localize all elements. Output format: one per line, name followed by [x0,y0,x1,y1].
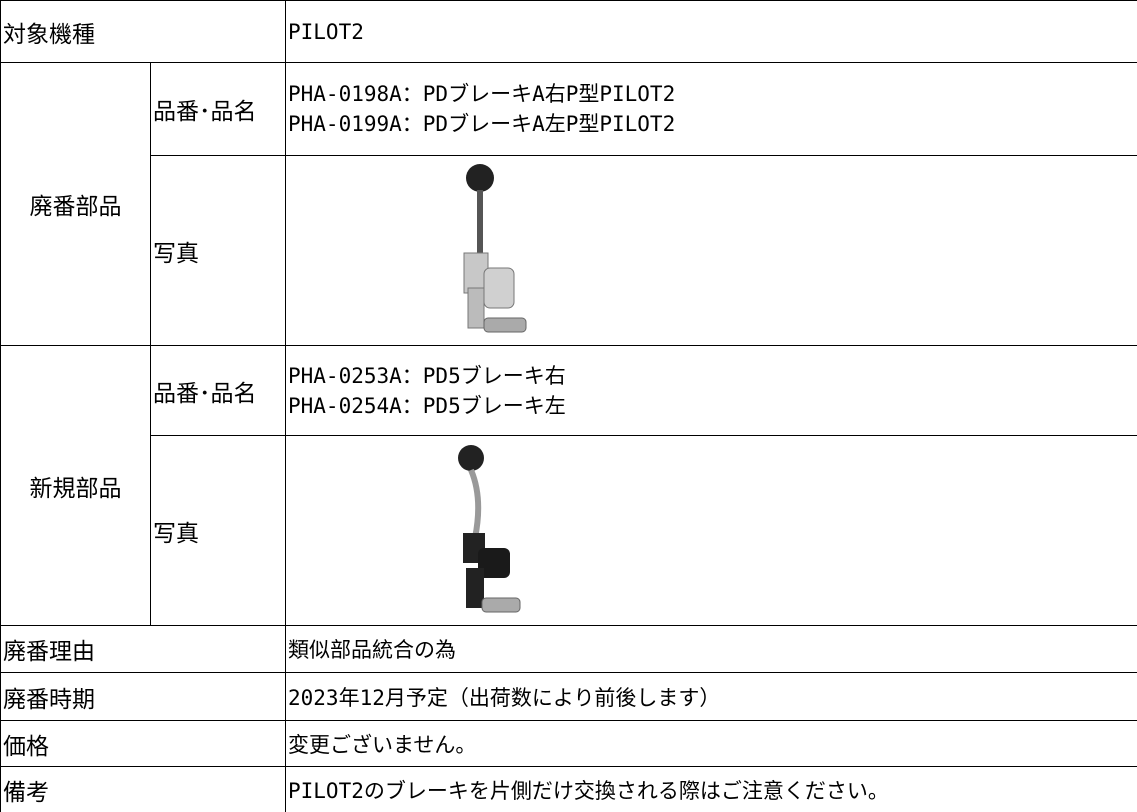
sub-label: 写真 [150,155,286,346]
part: PHA-0198A：PDブレーキA右P型PILOT2 [288,82,676,106]
label: 対象機種 [0,0,286,63]
sub-label: 品番･品名 [150,62,286,156]
section-label: 新規部品 [0,345,151,626]
section-label: 廃番部品 [0,62,151,346]
value: 変更ございません。 [285,720,1137,767]
label: 廃番時期 [0,672,286,721]
value: 類似部品統合の為 [285,625,1137,673]
part: PHA-0254A：PD5ブレーキ左 [288,393,566,418]
photo [463,164,527,333]
value: PILOT2 [285,0,1137,63]
value: PILOT2のブレーキを片側だけ交換される際はご注意ください。 [285,766,1137,812]
label: 価格 [0,720,286,767]
sub-label: 品番･品名 [150,345,286,436]
sub-label: 写真 [150,435,286,626]
label: 備考 [0,766,286,812]
part: PHA-0199A：PDブレーキA左P型PILOT2 [288,112,676,136]
value: 2023年12月予定（出荷数により前後します） [285,672,1137,721]
label: 廃番理由 [0,625,286,673]
photo [458,445,521,613]
part: PHA-0253A：PD5ブレーキ右 [288,363,566,388]
